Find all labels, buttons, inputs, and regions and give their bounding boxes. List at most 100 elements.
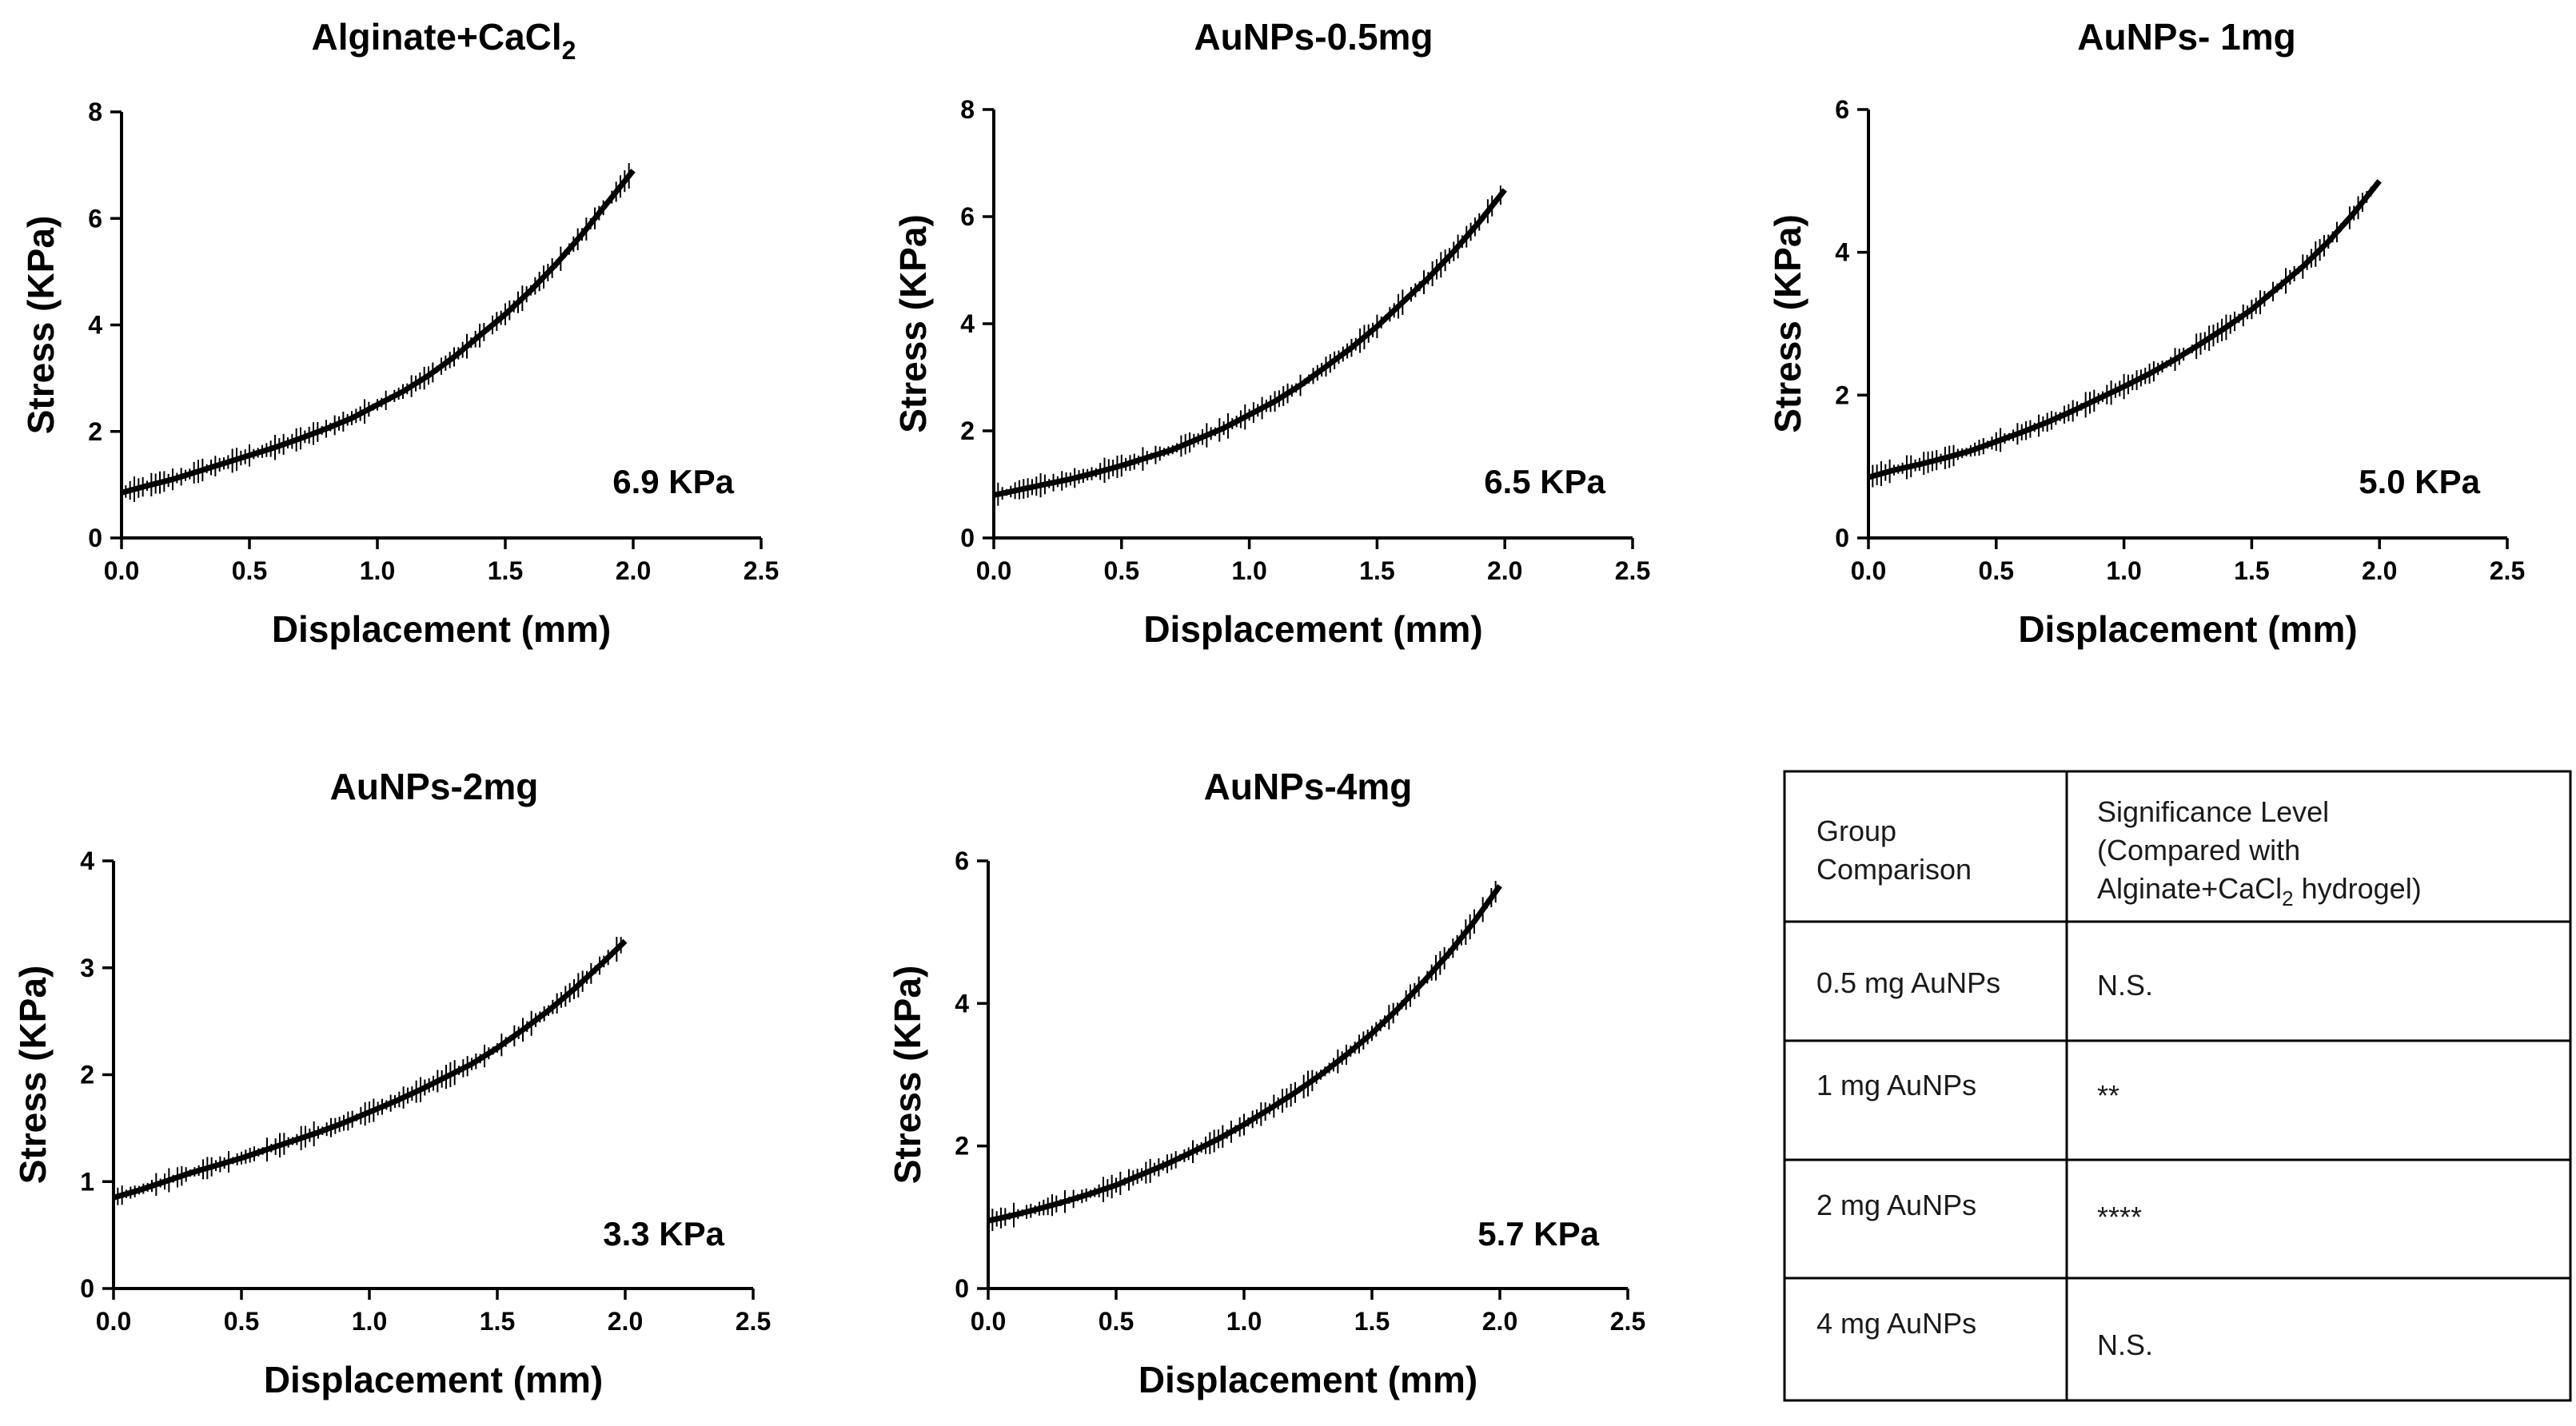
- measurement-noise: [113, 936, 622, 1207]
- y-tick-label: 6: [960, 202, 975, 231]
- stress-curve: [113, 938, 628, 1201]
- chart-panel-4: AuNPs-2mg 0.0 0.5 1.0 1.5 2.0 2.5 0 1 2 3 4 Displace…: [12, 766, 771, 1400]
- measurement-noise: [121, 162, 630, 503]
- table-header-reference: Alginate+CaCl2 hydrogel): [2097, 872, 2422, 910]
- chart-title: AuNPs-4mg: [1204, 766, 1413, 807]
- table-cell-significance: N.S.: [2097, 969, 2153, 1002]
- x-tick-label: 2.0: [2362, 556, 2397, 585]
- y-tick-label: 6: [1835, 95, 1849, 124]
- peak-stress-annotation: 3.3 KPa: [603, 1215, 724, 1253]
- y-tick-label: 0: [960, 524, 975, 552]
- y-tick-label: 0: [955, 1274, 969, 1303]
- x-tick-label: 1.5: [1359, 556, 1394, 585]
- y-tick-label: 0: [88, 524, 102, 552]
- y-tick-label: 1: [80, 1167, 94, 1196]
- table-header-comparison: Comparison: [1816, 853, 1972, 886]
- table-header-group: Group: [1816, 815, 1896, 847]
- y-tick-label: 2: [88, 417, 102, 446]
- stress-curve: [987, 884, 1502, 1224]
- chart-title: Alginate+CaCl2: [312, 16, 576, 65]
- y-tick-label: 0: [1835, 524, 1849, 552]
- significance-table: Group Comparison Significance Level (Compar…: [1783, 770, 2572, 1402]
- table-cell-group: 1 mg AuNPs: [1816, 1069, 1976, 1101]
- stress-curve: [121, 169, 636, 496]
- y-axis-label: Stress (KPa): [892, 214, 934, 433]
- x-tick-label: 0.0: [96, 1307, 131, 1336]
- chart-title: AuNPs-0.5mg: [1194, 16, 1433, 58]
- table-border: [1783, 770, 2572, 1402]
- y-tick-label: 3: [80, 954, 94, 982]
- y-axis-label: Stress (KPa): [12, 966, 54, 1185]
- stress-curve: [993, 188, 1507, 498]
- measurement-noise: [993, 185, 1501, 506]
- x-tick-label: 0.0: [971, 1307, 1006, 1336]
- y-tick-label: 2: [960, 416, 975, 445]
- x-axis-label: Displacement (mm): [264, 1359, 603, 1400]
- y-axis-label: Stress (KPa): [887, 966, 928, 1185]
- stress-curve: [1868, 179, 2382, 480]
- x-tick-label: 0.0: [976, 556, 1011, 585]
- x-tick-label: 1.0: [360, 556, 395, 585]
- x-tick-label: 2.5: [2490, 556, 2525, 585]
- y-tick-label: 4: [955, 989, 969, 1018]
- y-tick-label: 4: [960, 309, 975, 338]
- chart-panel-2: AuNPs-0.5mg 0.0 0.5 1.0 1.5 2.0 2.5 0 2 4 6 8 Displa…: [892, 16, 1650, 650]
- peak-stress-annotation: 5.7 KPa: [1477, 1215, 1599, 1253]
- x-tick-label: 2.5: [736, 1307, 771, 1336]
- x-tick-label: 0.5: [1099, 1307, 1134, 1336]
- table-cell-significance: ****: [2097, 1201, 2142, 1233]
- chart-panel-1: Alginate+CaCl2 0.0 0.5 1.0 1.5 2.0 2.5 0 2 4 6 8 Dis…: [20, 16, 779, 650]
- x-tick-label: 2.0: [1482, 1307, 1517, 1336]
- y-tick-label: 8: [88, 98, 102, 126]
- table-header-significance: Significance Level: [2097, 795, 2329, 828]
- y-tick-label: 4: [88, 311, 102, 340]
- y-axis-label: Stress (KPa): [1767, 214, 1808, 433]
- peak-stress-annotation: 6.9 KPa: [612, 463, 734, 500]
- table-cell-group: 2 mg AuNPs: [1816, 1189, 1976, 1221]
- peak-stress-annotation: 5.0 KPa: [2359, 463, 2480, 500]
- table-cell-group: 4 mg AuNPs: [1816, 1307, 1976, 1340]
- x-tick-label: 0.5: [1979, 556, 2014, 585]
- x-tick-label: 1.5: [488, 556, 523, 585]
- x-tick-label: 1.0: [352, 1307, 387, 1336]
- y-tick-label: 6: [88, 204, 102, 233]
- x-tick-label: 2.0: [1487, 556, 1522, 585]
- y-tick-label: 0: [80, 1274, 94, 1303]
- x-tick-label: 0.5: [224, 1307, 259, 1336]
- x-tick-label: 1.5: [2234, 556, 2269, 585]
- x-tick-label: 2.5: [1615, 556, 1650, 585]
- x-tick-label: 2.0: [616, 556, 651, 585]
- y-tick-label: 2: [80, 1061, 94, 1089]
- table-cell-significance: N.S.: [2097, 1328, 2153, 1361]
- x-tick-label: 1.0: [1231, 556, 1266, 585]
- x-tick-label: 1.0: [1226, 1307, 1262, 1336]
- measurement-noise: [1868, 181, 2376, 488]
- x-tick-label: 2.5: [744, 556, 779, 585]
- chart-title: AuNPs-2mg: [330, 766, 539, 807]
- table-header-compared-with: (Compared with: [2097, 834, 2300, 866]
- x-tick-label: 2.5: [1610, 1307, 1645, 1336]
- chart-title: AuNPs- 1mg: [2077, 16, 2295, 58]
- chart-panel-5: AuNPs-4mg 0.0 0.5 1.0 1.5 2.0 2.5 0 2 4 6 Displacem…: [887, 766, 1645, 1400]
- x-axis-label: Displacement (mm): [2018, 608, 2357, 650]
- x-tick-label: 0.5: [1104, 556, 1139, 585]
- y-tick-label: 2: [1835, 380, 1849, 409]
- x-tick-label: 2.0: [608, 1307, 643, 1336]
- y-tick-label: 2: [955, 1132, 969, 1161]
- x-axis-label: Displacement (mm): [1138, 1359, 1477, 1400]
- x-axis-label: Displacement (mm): [272, 608, 611, 650]
- peak-stress-annotation: 6.5 KPa: [1484, 463, 1605, 500]
- x-tick-label: 0.5: [232, 556, 267, 585]
- y-tick-label: 4: [1835, 238, 1849, 267]
- x-tick-label: 0.0: [104, 556, 139, 585]
- x-tick-label: 1.5: [1354, 1307, 1390, 1336]
- x-tick-label: 1.5: [480, 1307, 515, 1336]
- x-tick-label: 1.0: [2106, 556, 2141, 585]
- table-cell-group: 0.5 mg AuNPs: [1816, 966, 2000, 999]
- y-tick-label: 4: [80, 846, 94, 875]
- y-axis-label: Stress (KPa): [20, 216, 62, 435]
- measurement-noise: [987, 881, 1497, 1232]
- y-tick-label: 8: [960, 95, 975, 124]
- x-tick-label: 0.0: [1851, 556, 1886, 585]
